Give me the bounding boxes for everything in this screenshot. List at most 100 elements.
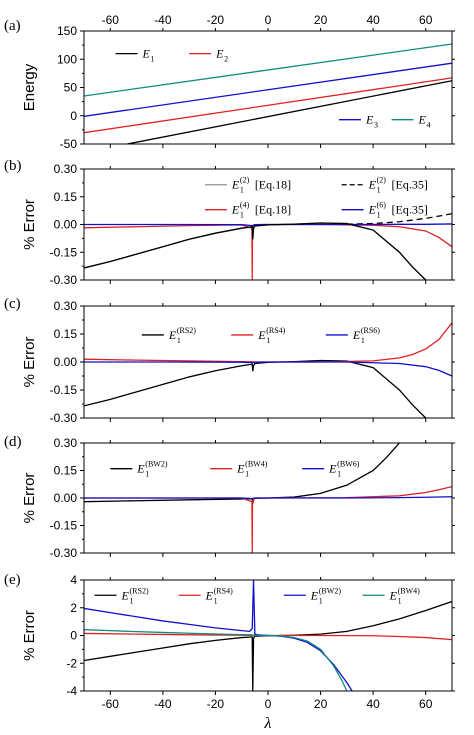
- y-tick-label: 0.15: [54, 464, 78, 478]
- x-tick-label: 60: [419, 697, 433, 711]
- y-tick-label: 0.30: [54, 299, 78, 313]
- y-tick-label: -4: [66, 684, 77, 698]
- legend-label: E: [368, 178, 377, 192]
- series-line-4-3: [84, 43, 452, 97]
- y-tick-label: 0.00: [54, 218, 78, 232]
- series-group: [84, 322, 452, 418]
- x-tick-label: 0: [265, 697, 272, 711]
- legend-entry: E 1(BW6): [302, 460, 360, 479]
- legend-tag: [Eq.35]: [392, 203, 428, 217]
- legend-subscript: 1: [398, 596, 402, 605]
- legend-superscript: (4): [240, 201, 250, 210]
- legend-superscript: (RS6): [361, 326, 380, 335]
- legend-label: E: [205, 588, 214, 602]
- x-tick-label: -20: [207, 697, 225, 711]
- legend-entry: E 1(RS2): [141, 326, 196, 345]
- panel-label: (c): [4, 296, 21, 312]
- y-axis-label: % Error: [21, 473, 38, 524]
- legend-label: E: [215, 47, 224, 61]
- legend-superscript: (2): [240, 176, 250, 185]
- legend-label: E: [389, 588, 398, 602]
- legend-label: E: [257, 328, 266, 342]
- x-tick-label-top: -20: [207, 13, 225, 27]
- series-line-BW2-2: [84, 580, 353, 691]
- y-tick-label: -2: [66, 656, 77, 670]
- series-group: [84, 580, 452, 691]
- legend-subscript: 1: [240, 186, 244, 195]
- legend-label: E: [418, 113, 427, 127]
- legend-subscript: 1: [319, 596, 323, 605]
- y-tick-label: 0: [70, 109, 77, 123]
- legend-subscript: 1: [145, 470, 149, 479]
- legend-subscript: 1: [337, 470, 341, 479]
- series-line-1-0: [124, 80, 452, 144]
- y-tick-label: -0.30: [50, 411, 78, 425]
- series-group: [84, 213, 452, 280]
- x-tick-label-top: 20: [314, 13, 328, 27]
- legend-entry: E 1(4) [Eq.18]: [204, 201, 291, 220]
- x-tick-label-top: 60: [419, 13, 433, 27]
- legend-superscript: (RS2): [130, 586, 149, 595]
- legend-label: E: [365, 113, 374, 127]
- series-group: [84, 443, 452, 553]
- series-line-2-1: [84, 77, 452, 134]
- panel-b: -0.30-0.150.000.150.30% Error(b)E 1(2) [Eq…: [4, 158, 455, 287]
- legend-label: E: [121, 588, 130, 602]
- legend-subscript: 1: [130, 596, 134, 605]
- series-line-1-4: [84, 222, 427, 280]
- series-line-RS6-2: [84, 361, 452, 377]
- legend-label: E: [168, 328, 177, 342]
- series-group: [84, 43, 452, 144]
- legend-entry: E 1(BW4): [362, 586, 421, 605]
- y-tick-label: 0.00: [54, 355, 78, 369]
- y-tick-label: 50: [64, 81, 78, 95]
- legend-entry: E 1(BW2): [110, 460, 168, 479]
- y-tick-label: -0.15: [50, 245, 78, 259]
- series-line-6-3: [84, 223, 452, 227]
- x-tick-label: 40: [366, 697, 380, 711]
- legend-superscript: (BW6): [337, 460, 360, 469]
- x-tick-label: 20: [314, 697, 328, 711]
- legend-label: E: [328, 462, 337, 476]
- legend-subscript: 1: [266, 336, 270, 345]
- y-axis-label: % Error: [21, 199, 38, 250]
- legend-superscript: (2): [377, 176, 387, 185]
- y-axis-label: % Error: [21, 337, 38, 388]
- y-tick-label: 0.15: [54, 190, 78, 204]
- legend-label: E: [142, 47, 151, 61]
- legend-entry: E 1(RS6): [325, 326, 380, 345]
- legend-entry: E 1(RS2): [94, 586, 149, 605]
- legend-superscript: (BW4): [398, 586, 421, 595]
- x-axis-label: λ: [264, 715, 272, 732]
- panel-c: -0.30-0.150.000.150.30% Error(c)E 1(RS2) E…: [4, 296, 455, 425]
- y-tick-label: 0.30: [54, 436, 78, 450]
- x-tick-label-top: 40: [366, 13, 380, 27]
- legend-tag: [Eq.35]: [392, 178, 428, 192]
- y-tick-label: 0: [70, 629, 77, 643]
- legend-subscript: 1: [377, 211, 381, 220]
- legend-superscript: (BW2): [145, 460, 168, 469]
- y-tick-label: 2: [70, 601, 77, 615]
- y-tick-label: -50: [60, 137, 78, 151]
- y-tick-label: 100: [57, 52, 77, 66]
- x-tick-label: -60: [102, 697, 120, 711]
- y-axis-label: Energy: [21, 63, 38, 111]
- series-line-RS2-0: [84, 600, 452, 691]
- series-line-BW4-1: [84, 485, 452, 553]
- legend-subscript: 1: [151, 55, 155, 64]
- legend-superscript: (RS4): [266, 326, 285, 335]
- legend-subscript: 1: [177, 336, 181, 345]
- legend-tag: [Eq.18]: [255, 203, 291, 217]
- legend-label: E: [231, 203, 240, 217]
- y-tick-label: 150: [57, 24, 77, 38]
- legend-superscript: (BW4): [245, 460, 268, 469]
- series-line-RS2-0: [84, 359, 427, 418]
- series-line-BW6-2: [84, 496, 452, 500]
- y-tick-label: -0.30: [50, 546, 78, 560]
